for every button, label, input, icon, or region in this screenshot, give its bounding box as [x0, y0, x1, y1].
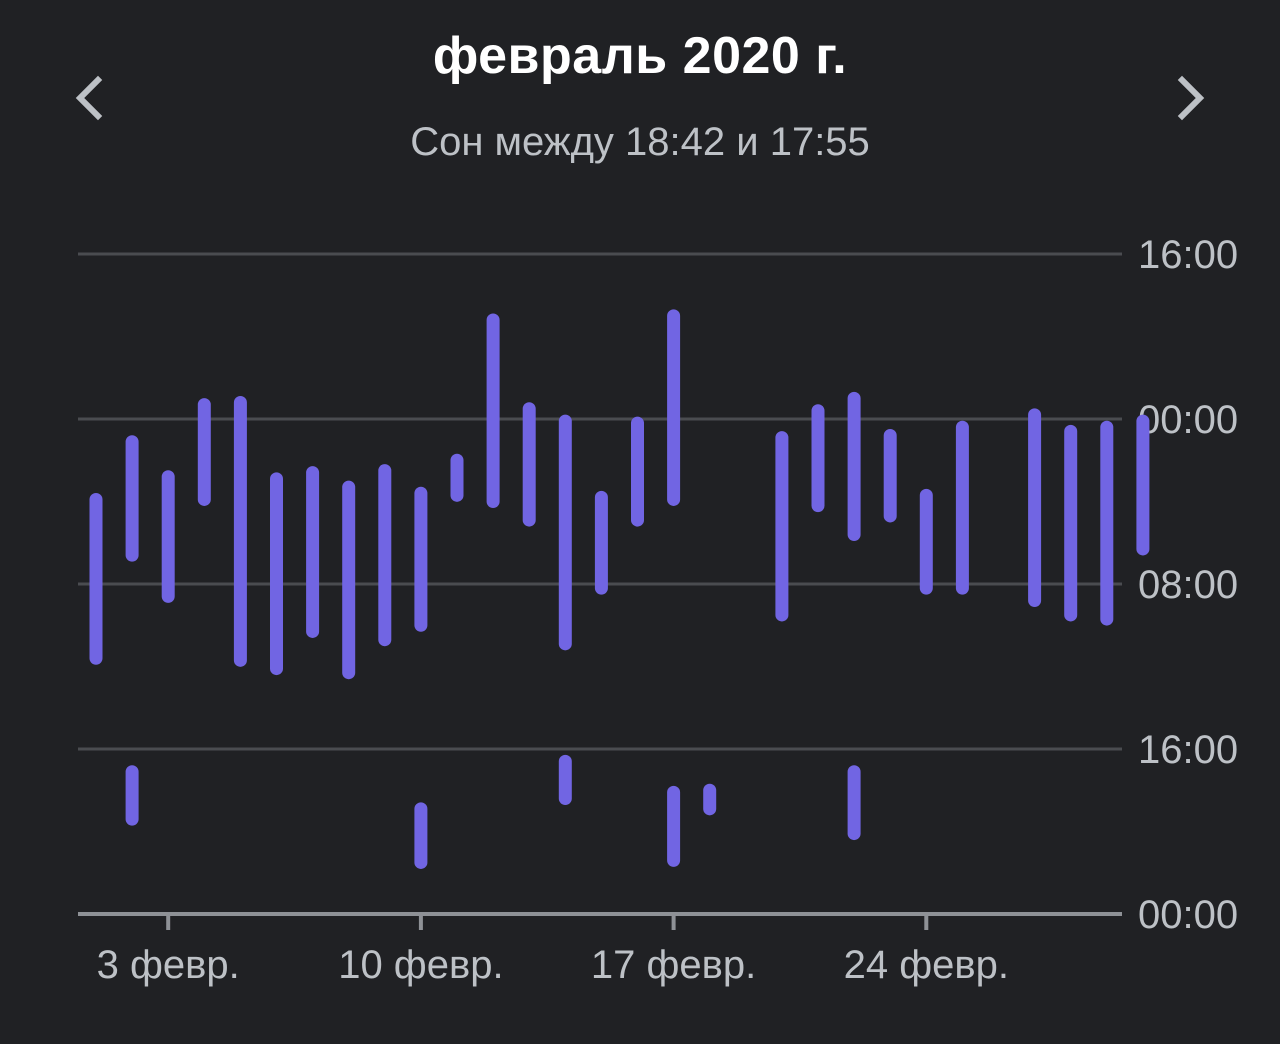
header: февраль 2020 г. Сон между 18:42 и 17:55 [0, 0, 1280, 200]
x-tick-label: 10 февр. [338, 943, 503, 987]
y-tick-label: 00:00 [1138, 893, 1238, 937]
x-tick-label: 24 февр. [844, 943, 1009, 987]
page-subtitle: Сон между 18:42 и 17:55 [410, 120, 870, 164]
page-title: февраль 2020 г. [432, 27, 848, 85]
chevron-left-icon [75, 75, 103, 121]
next-month-button[interactable] [1158, 66, 1222, 130]
x-tick-label: 17 февр. [591, 943, 756, 987]
y-tick-label: 00:00 [1138, 398, 1238, 442]
prev-month-button[interactable] [58, 66, 122, 130]
y-tick-label: 08:00 [1138, 563, 1238, 607]
x-tick-label: 3 февр. [97, 943, 240, 987]
y-tick-label: 16:00 [1138, 728, 1238, 772]
y-tick-label: 16:00 [1138, 233, 1238, 277]
chevron-right-icon [1177, 75, 1205, 121]
